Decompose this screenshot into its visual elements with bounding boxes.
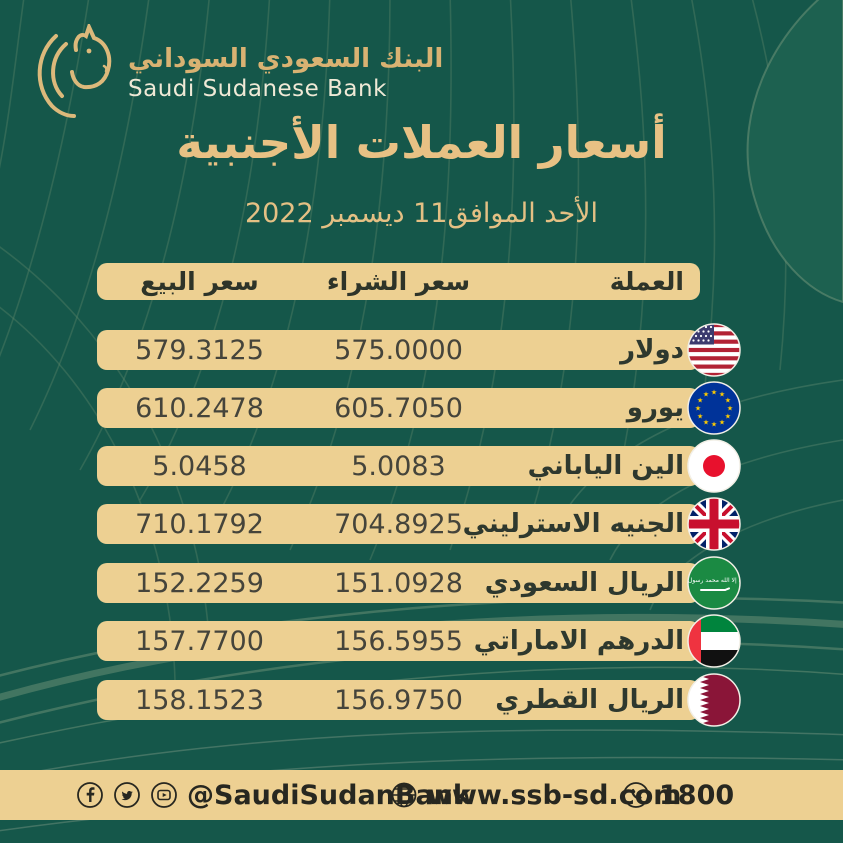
- twitter-icon[interactable]: [113, 781, 141, 809]
- svg-text:★: ★: [719, 418, 725, 426]
- svg-text:★: ★: [725, 413, 731, 421]
- sell-price: 152.2259: [135, 567, 264, 599]
- uae-flag-icon: [687, 614, 741, 668]
- bank-name-arabic: البنك السعودي السوداني: [128, 44, 444, 75]
- phone-group: 1800: [622, 770, 734, 820]
- phone-number[interactable]: 1800: [659, 779, 735, 811]
- svg-text:لا إله إلا الله محمد رسول الله: لا إله إلا الله محمد رسول الله: [687, 577, 741, 584]
- sell-price: 158.1523: [135, 684, 264, 716]
- table-header-row: سعر البيع سعر الشراء العملة: [97, 263, 700, 300]
- buy-price: 575.0000: [334, 334, 463, 366]
- currency-name: يورو: [626, 393, 684, 423]
- currency-name: دولار: [620, 335, 684, 365]
- table-row: 157.7700 156.5955 الدرهم الاماراتي: [97, 621, 700, 661]
- sell-price: 5.0458: [152, 450, 247, 482]
- sell-price: 157.7700: [135, 625, 264, 657]
- eu-flag-icon: ★ ★★ ★★★ ★★★ ★★★: [687, 381, 741, 435]
- table-row: 158.1523 156.9750 الريال القطري: [97, 680, 700, 720]
- bank-logo-horse-icon: [37, 24, 112, 118]
- svg-text:★: ★: [711, 389, 717, 397]
- buy-price: 156.5955: [334, 625, 463, 657]
- svg-text:★: ★: [703, 391, 709, 399]
- sell-price: 579.3125: [135, 334, 264, 366]
- bank-name-english: Saudi Sudanese Bank: [128, 76, 387, 103]
- website-group: www.ssb-sd.com: [390, 770, 681, 820]
- uk-flag-icon: [687, 497, 741, 551]
- table-row: 579.3125 575.0000 دولار: [97, 330, 700, 370]
- svg-text:★: ★: [725, 397, 731, 405]
- table-row: 5.0458 5.0083 الين الياباني: [97, 446, 700, 486]
- japan-flag-icon: [687, 439, 741, 493]
- header-buy-price: سعر الشراء: [326, 267, 471, 296]
- social-group: @SaudiSudanBank: [76, 770, 471, 820]
- saudi-flag-icon: لا إله إلا الله محمد رسول الله: [687, 556, 741, 610]
- page-title: أسعار العملات الأجنبية: [176, 116, 667, 169]
- website-url[interactable]: www.ssb-sd.com: [427, 779, 682, 811]
- facebook-icon[interactable]: [76, 781, 104, 809]
- sell-price: 710.1792: [135, 508, 264, 540]
- buy-price: 605.7050: [334, 392, 463, 424]
- svg-text:★: ★: [719, 391, 725, 399]
- header-currency: العملة: [609, 267, 684, 296]
- currency-name: الريال السعودي: [484, 568, 684, 598]
- footer-bar: @SaudiSudanBank www.ssb-sd.com 1800: [0, 770, 843, 820]
- table-row: 710.1792 704.8925 الجنيه الاسترليني: [97, 504, 700, 544]
- currency-name: الدرهم الاماراتي: [473, 626, 684, 656]
- buy-price: 704.8925: [334, 508, 463, 540]
- qatar-flag-icon: [687, 673, 741, 727]
- buy-price: 156.9750: [334, 684, 463, 716]
- svg-text:★: ★: [697, 413, 703, 421]
- phone-icon: [623, 782, 649, 808]
- svg-text:★: ★: [697, 397, 703, 405]
- date-line: الأحد الموافق11 ديسمبر 2022: [244, 198, 599, 229]
- sell-price: 610.2478: [135, 392, 264, 424]
- currency-name: الين الياباني: [527, 451, 684, 481]
- table-row: 610.2478 605.7050 يورو: [97, 388, 700, 428]
- currency-name: الجنيه الاسترليني: [462, 509, 684, 539]
- svg-text:★: ★: [703, 418, 709, 426]
- svg-text:★: ★: [711, 421, 717, 429]
- buy-price: 151.0928: [334, 567, 463, 599]
- us-flag-icon: [687, 323, 741, 377]
- social-handle[interactable]: @SaudiSudanBank: [187, 779, 471, 811]
- youtube-icon[interactable]: [150, 781, 178, 809]
- svg-text:★: ★: [727, 405, 733, 413]
- header-sell-price: سعر البيع: [140, 267, 259, 296]
- currency-name: الريال القطري: [495, 685, 684, 715]
- buy-price: 5.0083: [351, 450, 446, 482]
- svg-text:★: ★: [695, 405, 701, 413]
- brand-header: البنك السعودي السوداني Saudi Sudanese Ba…: [26, 24, 443, 124]
- globe-icon: [391, 782, 417, 808]
- table-row: 152.2259 151.0928 الريال السعودي: [97, 563, 700, 603]
